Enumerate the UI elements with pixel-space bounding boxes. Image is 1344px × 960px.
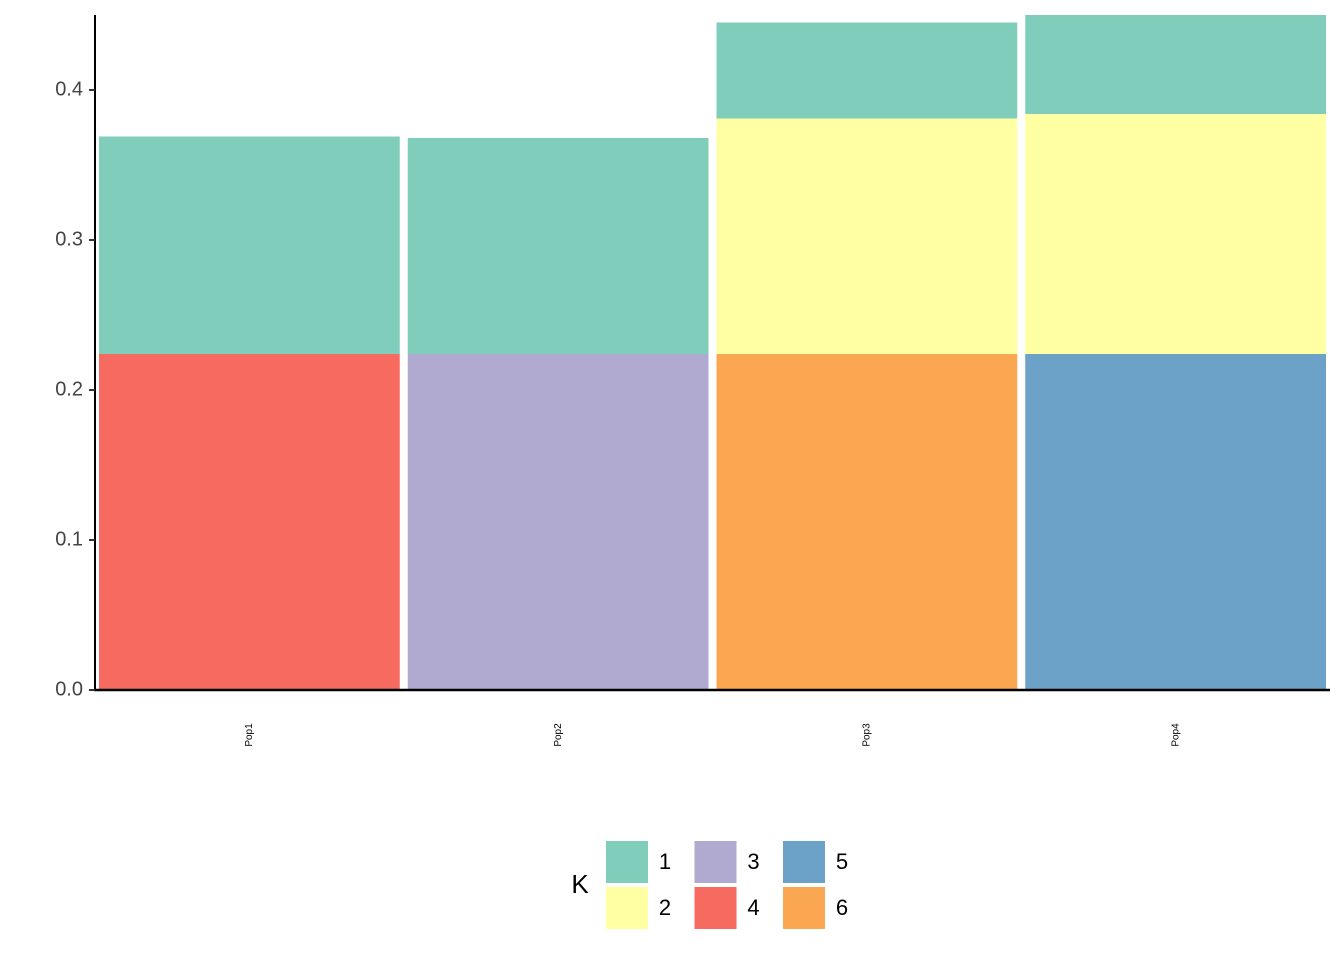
y-tick-label: 0.0 — [55, 678, 83, 700]
legend-title: K — [571, 869, 589, 899]
bar-segment — [99, 136, 400, 354]
legend-label: 2 — [659, 895, 671, 920]
y-tick-label: 0.2 — [55, 378, 83, 400]
y-tick-label: 0.1 — [55, 528, 83, 550]
bar-segment — [407, 354, 709, 690]
bar-segment — [716, 354, 1018, 690]
bar-segment — [1025, 15, 1326, 114]
bar-segment — [716, 22, 1018, 119]
legend-swatch — [694, 841, 737, 883]
legend-swatch — [606, 887, 648, 929]
x-tick-label: Pop4 — [1170, 723, 1181, 747]
bar-segment — [1025, 114, 1326, 354]
x-tick-label: Pop2 — [553, 723, 564, 747]
bar-segment — [99, 354, 400, 690]
y-tick-label: 0.3 — [55, 228, 83, 250]
x-tick-label: Pop1 — [244, 723, 255, 747]
legend-label: 1 — [659, 849, 671, 874]
bar-segment — [407, 138, 709, 354]
legend-swatch — [606, 841, 648, 883]
bar-segment — [716, 118, 1018, 354]
x-tick-label: Pop3 — [862, 723, 873, 747]
legend-swatch — [783, 887, 825, 929]
y-tick-label: 0.4 — [55, 78, 83, 100]
legend-label: 5 — [836, 849, 848, 874]
legend-label: 4 — [747, 895, 759, 920]
legend-label: 6 — [836, 895, 848, 920]
bar-segment — [1025, 354, 1326, 690]
legend-swatch — [694, 887, 737, 929]
legend-swatch — [783, 841, 825, 883]
legend-label: 3 — [747, 849, 759, 874]
